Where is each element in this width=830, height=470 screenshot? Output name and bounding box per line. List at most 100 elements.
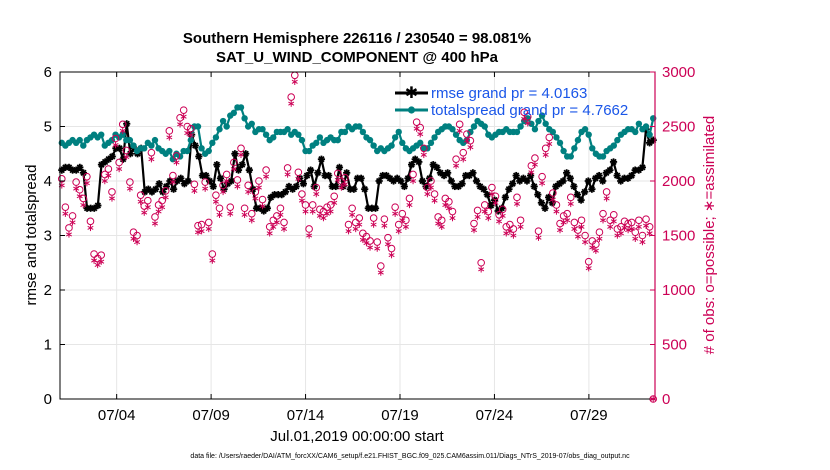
obs-assimilated-point xyxy=(367,244,374,251)
rmse-point-stroke xyxy=(293,183,300,190)
rmse-point-stroke xyxy=(567,175,574,182)
obs-assimilated-stroke xyxy=(76,194,83,199)
obs-assimilated-stroke xyxy=(388,253,395,258)
obs-assimilated-point xyxy=(291,78,298,86)
obs-assimilated-stroke xyxy=(80,202,87,208)
obs-possible-point xyxy=(280,218,288,227)
obs-possible-point xyxy=(459,148,468,157)
obs-assimilated-stroke xyxy=(485,216,492,221)
obs-possible-point xyxy=(301,201,310,209)
obs-assimilated-point xyxy=(639,238,646,246)
obs-assimilated-stroke xyxy=(101,178,108,184)
obs-assimilated-point xyxy=(610,218,617,225)
obs-assimilated-stroke xyxy=(535,235,542,240)
spread-point xyxy=(581,126,589,133)
spread-point xyxy=(316,134,324,141)
spread-point xyxy=(223,123,230,130)
obs-assimilated-point xyxy=(549,196,556,203)
obs-assimilated-stroke xyxy=(600,218,607,223)
obs-assimilated-point xyxy=(392,210,399,217)
obs-assimilated-stroke xyxy=(202,186,209,191)
obs-assimilated-stroke xyxy=(134,240,141,245)
spread-point xyxy=(130,142,137,149)
obs-assimilated-point xyxy=(582,238,589,246)
rmse-point-stroke xyxy=(318,156,325,163)
obs-assimilated-point xyxy=(596,235,603,242)
obs-possible-point xyxy=(627,218,636,227)
obs-possible-point xyxy=(122,146,131,155)
obs-assimilated-point xyxy=(212,198,219,205)
obs-assimilated-point xyxy=(320,214,327,222)
obs-assimilated-stroke xyxy=(492,200,499,205)
obs-assimilated-stroke xyxy=(625,228,632,233)
obs-possible-point xyxy=(147,148,156,157)
obs-possible-point xyxy=(187,124,195,133)
rmse-point xyxy=(169,185,178,193)
spread-point xyxy=(481,123,488,130)
rmse-point-stroke xyxy=(264,205,271,212)
rmse-point-stroke xyxy=(433,164,441,171)
obs-assimilated-stroke xyxy=(646,231,653,236)
rmse-point xyxy=(512,171,520,180)
obs-assimilated-point xyxy=(632,235,639,242)
obs-assimilated-stroke xyxy=(481,209,488,214)
obs-possible-point xyxy=(204,218,213,227)
obs-assimilated-stroke xyxy=(556,228,564,233)
spread-point xyxy=(642,123,650,130)
spread-point xyxy=(262,131,270,138)
rmse-point-stroke xyxy=(386,175,394,182)
rmse-point xyxy=(350,185,358,193)
spread-point xyxy=(216,126,223,133)
rmse-point-stroke xyxy=(448,177,455,185)
obs-possible-point xyxy=(609,210,618,219)
obs-possible-point xyxy=(344,220,353,229)
obs-assimilated-point xyxy=(202,185,209,192)
spread-point xyxy=(531,126,539,133)
obs-assimilated-point xyxy=(456,127,463,135)
obs-possible-point xyxy=(65,224,73,232)
obs-assimilated-point xyxy=(388,251,395,259)
obs-assimilated-stroke xyxy=(255,185,262,190)
spread-point xyxy=(560,147,567,155)
obs-assimilated-point xyxy=(574,233,581,240)
obs-assimilated-point xyxy=(194,229,202,236)
obs-possible-point xyxy=(172,152,181,160)
obs-assimilated-stroke xyxy=(108,196,115,201)
rmse-point xyxy=(552,182,560,191)
obs-possible-point xyxy=(144,196,152,205)
obs-possible-point xyxy=(355,214,364,222)
rmse-point xyxy=(436,169,445,177)
obs-assimilated-stroke xyxy=(531,162,538,167)
obs-assimilated-stroke xyxy=(141,210,148,215)
spread-point xyxy=(205,147,212,155)
rmse-point xyxy=(530,182,538,191)
x-tick-label: 07/04 xyxy=(98,407,136,424)
obs-assimilated-point xyxy=(564,217,571,224)
rmse-point xyxy=(559,177,567,185)
obs-assimilated-stroke xyxy=(571,226,578,231)
obs-assimilated-point xyxy=(531,161,538,168)
obs-possible-point xyxy=(230,158,238,167)
obs-assimilated-point xyxy=(499,212,506,220)
rmse-point-stroke xyxy=(372,205,379,212)
obs-assimilated-stroke xyxy=(478,267,485,272)
obs-assimilated-stroke xyxy=(169,180,176,185)
obs-assimilated-stroke xyxy=(62,211,69,216)
rmse-point-stroke xyxy=(231,150,239,157)
rmse-point-stroke xyxy=(559,177,567,185)
obs-assimilated-point xyxy=(592,247,599,254)
spread-point xyxy=(599,153,607,160)
obs-possible-point xyxy=(169,171,177,180)
obs-possible-point xyxy=(194,221,202,230)
rmse-point-stroke xyxy=(512,172,520,179)
obs-assimilated-stroke xyxy=(98,259,105,264)
y2-axis-label: # of obs: o=possible; ∗=assimilated xyxy=(701,116,718,355)
obs-assimilated-point xyxy=(467,144,474,151)
obs-assimilated-stroke xyxy=(148,157,155,162)
obs-possible-point xyxy=(118,120,127,129)
rmse-point xyxy=(588,185,596,193)
obs-assimilated-stroke xyxy=(503,231,510,236)
spread-point xyxy=(119,131,126,138)
obs-assimilated-point xyxy=(377,269,384,276)
spread-point xyxy=(370,142,377,149)
